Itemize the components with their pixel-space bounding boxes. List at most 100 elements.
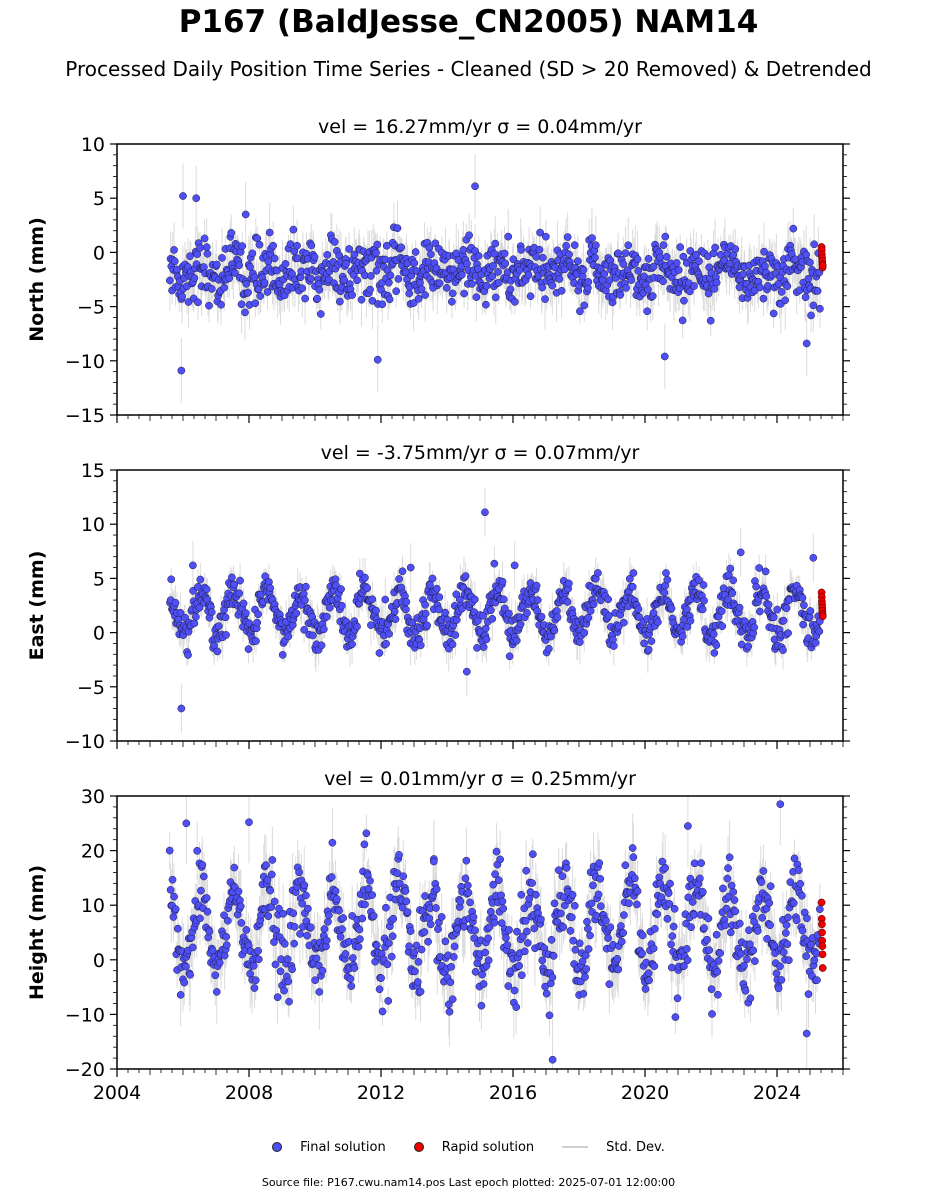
final-solution-point [709,630,718,638]
final-solution-point [353,622,361,631]
final-solution-point [167,575,176,584]
final-solution-point [409,299,418,307]
final-solution-point [193,250,202,259]
final-solution-point [764,600,773,609]
final-solution-point [600,270,609,278]
y-tick-label: 5 [93,188,105,210]
final-solution-point [736,548,745,557]
final-solution-point [423,621,432,630]
plot-area [165,796,827,1069]
final-solution-point [504,232,513,241]
final-solution-point [190,619,199,628]
final-solution-point [241,609,250,617]
final-solution-point [427,250,435,259]
final-solution-point [672,259,681,267]
final-solution-point [809,301,818,310]
final-solution-point [194,298,202,307]
final-solution-point [539,253,547,262]
final-solution-point [649,609,658,617]
final-solution-point [302,582,310,591]
final-solution-point [479,611,487,620]
final-solution-point [799,620,807,629]
final-solution-point [202,585,211,594]
plot-area [166,153,827,404]
final-solution-point [544,644,553,653]
y-tick-label: −5 [77,677,105,699]
final-solution-point [250,273,259,281]
final-solution-point [270,897,279,906]
final-solution-point [251,976,260,985]
panel-north: vel = 16.27mm/yr σ = 0.04mm/yr −15 −10 −5 0 5… [26,116,850,427]
final-solution-point [532,252,541,261]
final-solution-point [345,245,353,253]
final-solution-point [634,605,643,613]
final-solution-point [337,585,345,593]
final-solution-point [781,296,790,305]
y-tick-label: 5 [93,568,105,590]
rapid-solution-points [817,243,827,272]
final-solution-point [222,631,230,639]
final-solution-point [261,572,270,581]
final-solution-point [565,579,573,588]
final-solution-point [619,618,628,627]
final-solution-point [416,641,425,650]
final-solution-point [760,247,768,256]
final-solution-point [459,246,468,254]
final-solution-point [498,577,507,586]
final-solution-point [375,649,384,657]
final-solution-point [363,584,372,593]
final-solution-point [280,939,289,948]
final-solution-point [663,575,672,584]
final-solution-point [367,621,375,629]
final-solution-point [178,292,187,301]
final-solution-point [181,613,189,622]
final-solution-point [268,856,277,864]
final-solution-point [656,253,665,262]
final-solution-point [323,250,332,259]
final-solution-point [494,268,502,276]
final-solution-point [241,210,250,219]
final-solution-point [405,289,414,298]
final-solution-point [621,249,630,257]
final-solution-point [686,247,695,255]
figure-subtitle: Processed Daily Position Time Series - C… [65,57,872,81]
final-solution-point [171,905,180,913]
panels-group: vel = 16.27mm/yr σ = 0.04mm/yr −15 −10 −5 0 5… [26,116,850,1104]
final-solution-point [451,631,460,639]
final-solution-point [381,595,390,604]
final-solution-point [553,613,562,622]
final-solution-point [176,609,185,617]
final-solution-point [435,279,444,288]
rapid-solution-point [818,261,827,270]
final-solution-point [802,339,811,348]
final-solution-point [541,295,549,303]
final-solution-point [563,233,572,241]
final-solution-point [489,261,498,270]
final-solution-point [635,613,643,621]
final-solution-point [215,622,223,630]
final-solution-point [647,637,656,646]
final-solution-point [676,243,685,251]
final-solution-point [252,637,260,645]
final-solution-point [242,279,251,288]
final-solution-point [517,246,525,254]
final-solution-point [579,266,588,274]
final-solution-point [718,622,727,631]
final-solution-point [292,609,301,618]
final-solution-point [660,352,669,361]
final-solution-point [228,573,236,582]
final-solution-point [769,613,778,622]
final-solution-point [706,316,715,325]
final-solution-point [270,254,279,263]
final-solution-point [195,603,204,612]
final-solution-point [220,283,229,292]
final-solution-point [678,316,687,325]
final-solution-point [452,249,461,258]
y-tick-label: 0 [93,242,105,264]
final-solution-point [481,624,490,633]
final-solution-point [169,913,178,921]
final-solution-point [263,876,272,884]
final-solution-point [643,307,652,316]
final-solution-point [242,926,251,934]
final-solution-point [309,631,317,640]
